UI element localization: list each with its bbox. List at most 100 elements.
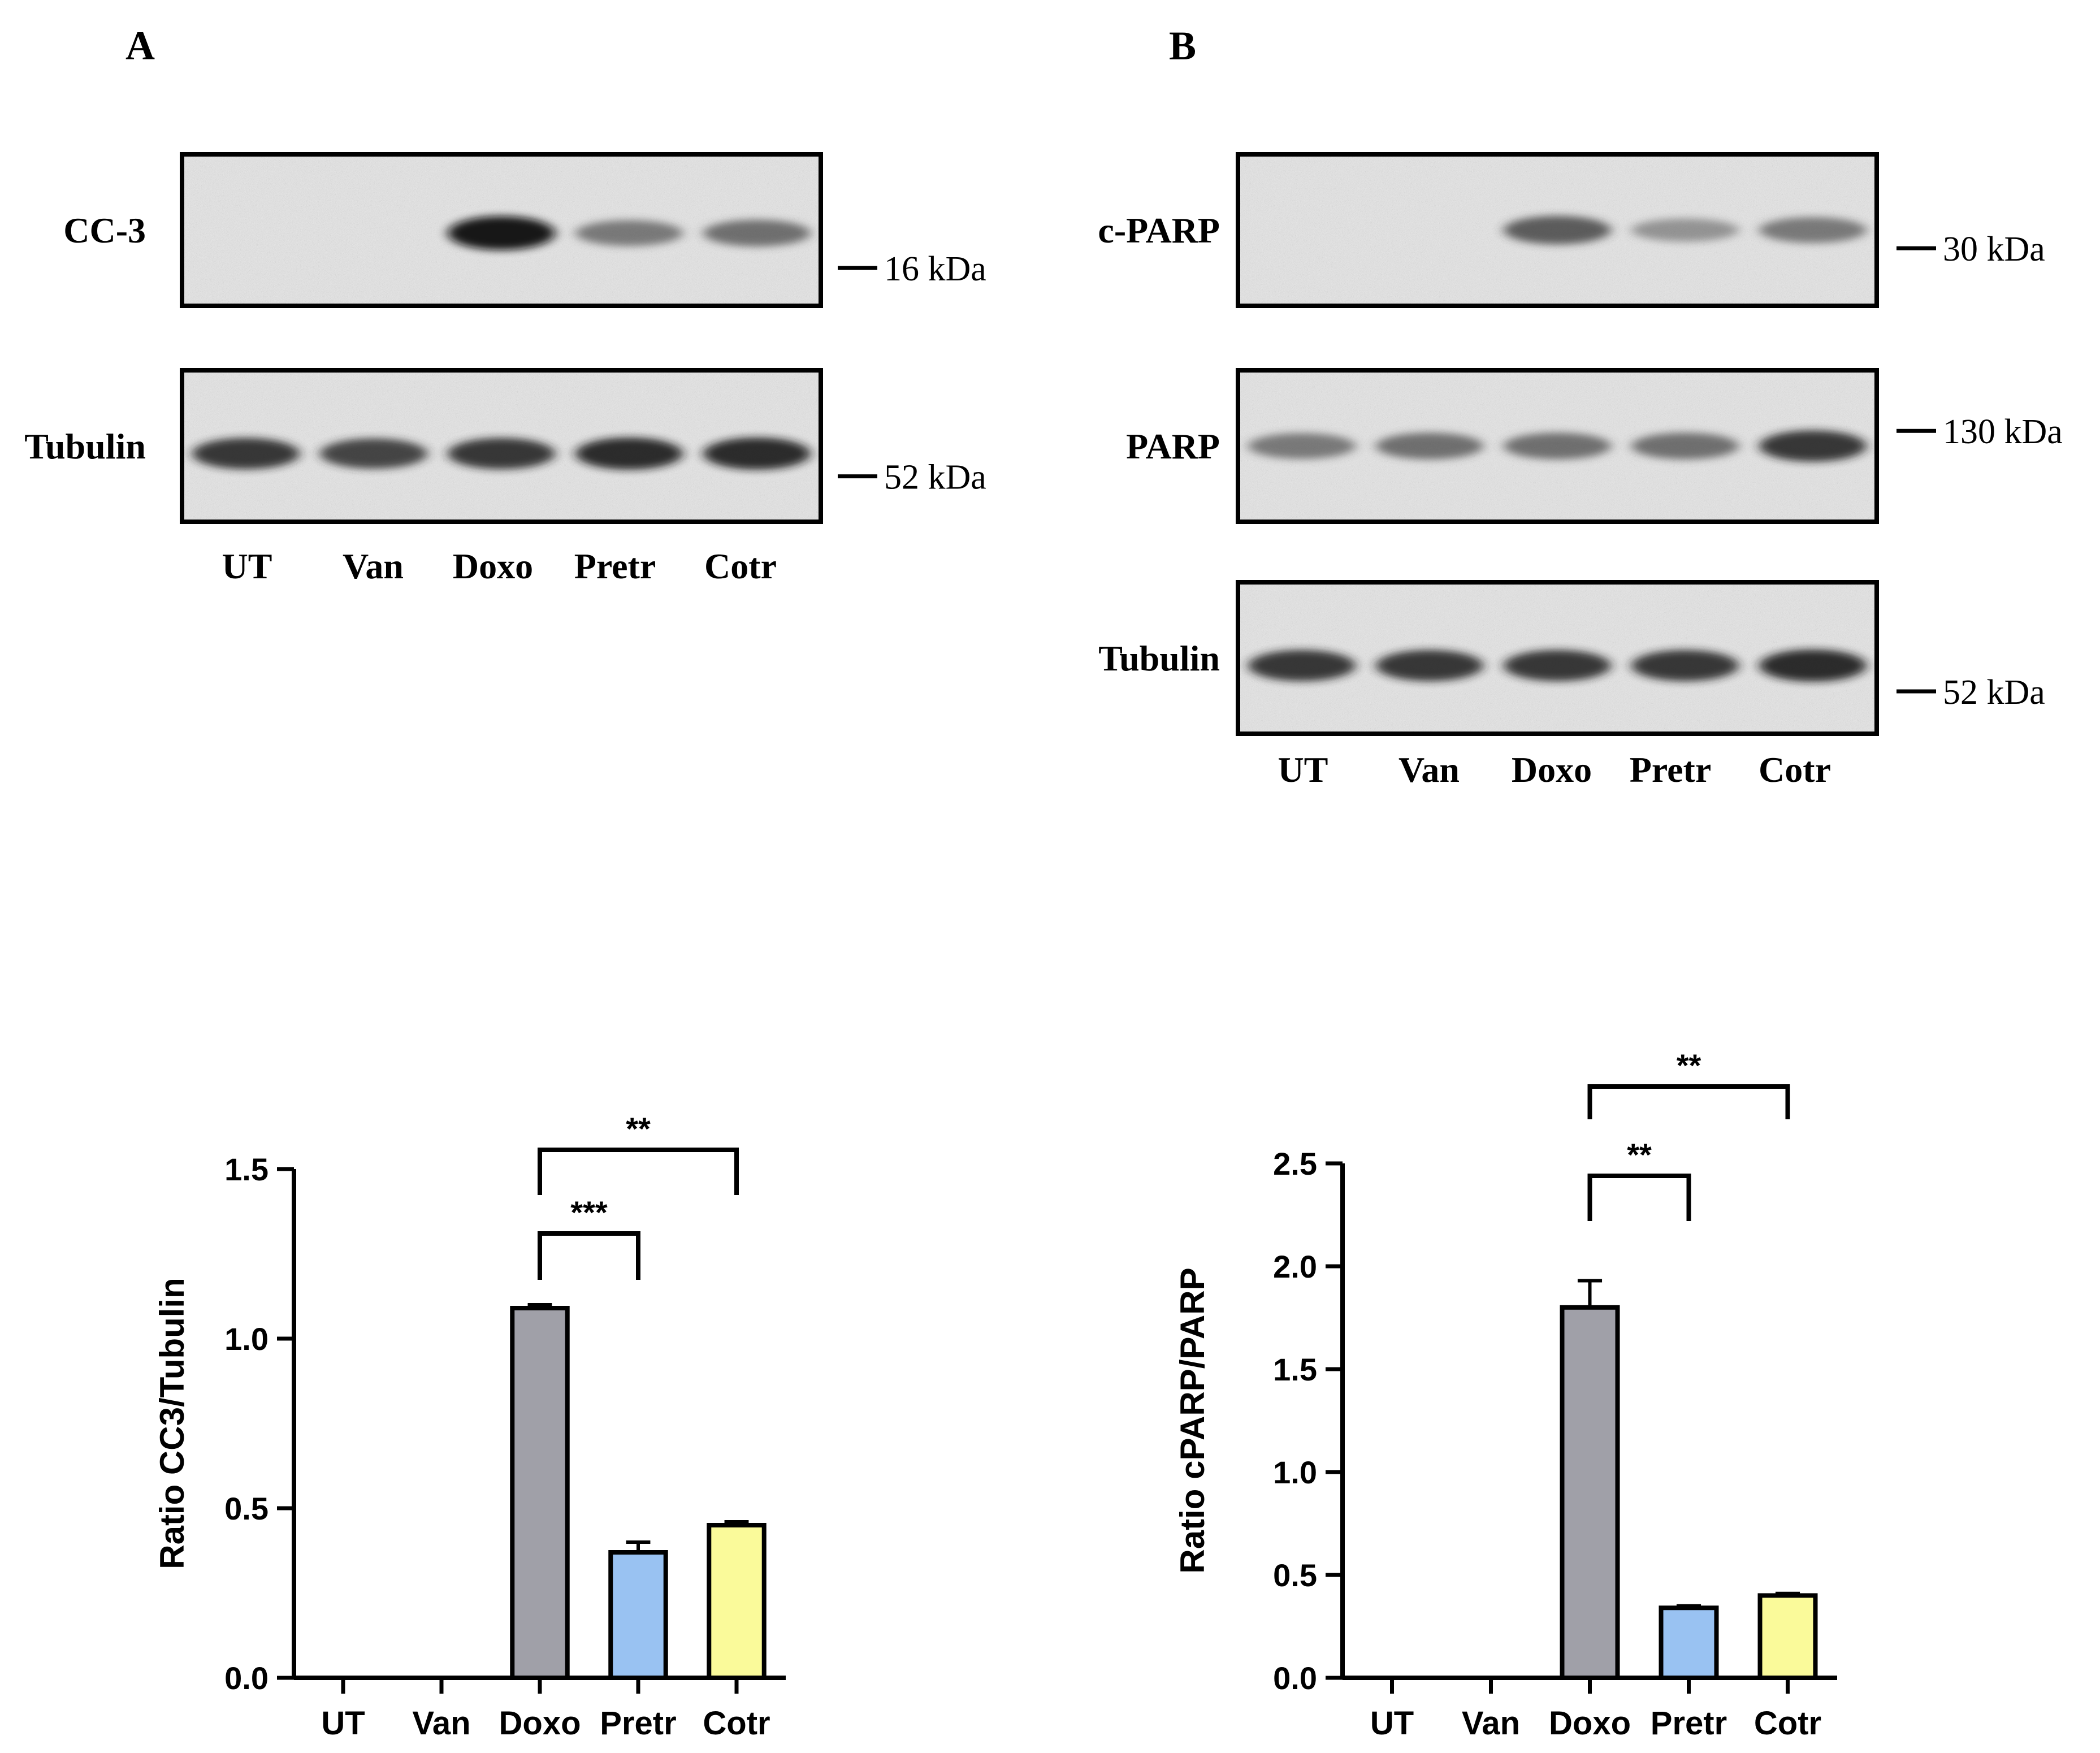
bar-chart-1: 0.0 0.5 1.0 1.5 Ratio CC3/Tubulin UT Van Doxo Pr…: [153, 1111, 786, 1742]
x-tick-label-pretr: Pretr: [600, 1705, 676, 1742]
band-ut: [192, 438, 300, 470]
band-doxo: [448, 438, 555, 470]
band-cotr: [703, 219, 811, 246]
bracket-line: [1587, 1084, 1790, 1119]
blot-panel-B: Bc-PARP 30 kDa PARP 130 kDa Tubulin 52 kDa UT V…: [1098, 23, 2062, 790]
lane-label-pretr: Pretr: [1630, 750, 1711, 790]
y-axis-label: Ratio cPARP/PARP: [1174, 1267, 1211, 1573]
molecular-weight-marker: 52 kDa: [884, 458, 986, 497]
y-tick-label: 1.0: [224, 1321, 269, 1357]
x-tick-label-doxo: Doxo: [499, 1705, 581, 1742]
y-tick-label: 0.5: [224, 1491, 269, 1526]
x-tick-label-van: Van: [412, 1705, 470, 1742]
y-tick-label: 1.5: [1273, 1352, 1317, 1387]
blot-label: c-PARP: [1098, 210, 1220, 250]
bar-pretr: [1659, 1605, 1719, 1680]
lane-label-pretr: Pretr: [574, 546, 656, 586]
lane-label-ut: UT: [1278, 750, 1328, 790]
blot-label: Tubulin: [24, 426, 146, 466]
y-axis-label: Ratio CC3/Tubulin: [153, 1278, 191, 1569]
blot-label: PARP: [1126, 426, 1220, 466]
band-doxo: [1504, 215, 1611, 245]
molecular-weight-marker: 130 kDa: [1943, 413, 2063, 451]
band-doxo: [1504, 650, 1611, 681]
blot-frame: [1236, 152, 1879, 308]
molecular-weight-marker: 30 kDa: [1943, 230, 2045, 269]
lane-label-doxo: Doxo: [453, 546, 533, 586]
significance-label: **: [1677, 1048, 1701, 1083]
band-cotr: [703, 438, 811, 470]
blot-frame: [1236, 580, 1879, 736]
significance-bracket-doxo-pretr: **: [1587, 1137, 1691, 1221]
x-tick-label-doxo: Doxo: [1549, 1705, 1631, 1742]
y-tick-label: 2.5: [1273, 1146, 1317, 1181]
panel-letter-A: A: [125, 23, 155, 68]
molecular-weight-marker: 16 kDa: [884, 250, 986, 288]
charts-layer: 0.0 0.5 1.0 1.5 Ratio CC3/Tubulin UT Van Doxo Pr…: [153, 1048, 1837, 1742]
blots-layer: A CC-3 16 kDa Tubulin 52 kDa UT Van Doxo Pretr Co…: [24, 23, 2063, 790]
y-tick-label: 0.5: [1273, 1557, 1317, 1593]
blot-A-cc-3: CC-3 16 kDa: [63, 152, 986, 308]
panel-letter-B: B: [1169, 23, 1196, 68]
y-tick-label: 0.0: [1273, 1660, 1317, 1696]
band-pretr: [575, 438, 683, 470]
molecular-weight-marker: 52 kDa: [1943, 673, 2045, 712]
x-tick-label-cotr: Cotr: [703, 1705, 770, 1742]
bar-pretr: [608, 1550, 668, 1680]
bar-cotr: [707, 1523, 767, 1680]
blot-panel-A: A CC-3 16 kDa Tubulin 52 kDa UT Van Doxo Pretr Co…: [24, 23, 986, 586]
significance-bracket-doxo-cotr: **: [1587, 1048, 1790, 1119]
bar-doxo: [510, 1306, 570, 1680]
blot-frame: [180, 368, 823, 524]
significance-label: **: [626, 1111, 651, 1146]
significance-label: **: [1627, 1137, 1652, 1172]
band-pretr: [575, 220, 683, 246]
band-cotr: [1759, 217, 1867, 243]
significance-label: ***: [570, 1194, 608, 1230]
band-doxo: [1504, 432, 1611, 460]
bar-doxo: [1560, 1305, 1620, 1681]
y-tick-label: 2.0: [1273, 1249, 1317, 1284]
blot-B-parp: PARP 130 kDa: [1126, 368, 2063, 524]
lane-label-doxo: Doxo: [1512, 750, 1592, 790]
band-ut: [1248, 433, 1356, 459]
x-tick-label-pretr: Pretr: [1651, 1705, 1727, 1742]
bar-cotr: [1757, 1593, 1818, 1680]
blot-frame: [180, 152, 823, 308]
y-tick-label: 1.0: [1273, 1455, 1317, 1490]
y-tick-label: 1.5: [224, 1152, 269, 1187]
x-tick-label-ut: UT: [321, 1705, 365, 1742]
blot-label: CC-3: [63, 210, 146, 250]
lane-label-van: Van: [343, 546, 404, 586]
bracket-line: [1587, 1174, 1691, 1221]
band-van: [1376, 432, 1483, 460]
blot-frame: [1236, 368, 1879, 524]
lane-label-van: Van: [1398, 750, 1460, 790]
bracket-line: [538, 1231, 640, 1280]
lane-label-cotr: Cotr: [1759, 750, 1831, 790]
band-cotr: [1759, 650, 1867, 682]
band-cotr: [1759, 430, 1867, 462]
x-tick-label-cotr: Cotr: [1754, 1705, 1821, 1742]
y-tick-label: 0.0: [224, 1660, 269, 1696]
band-doxo: [448, 216, 555, 250]
band-ut: [1248, 650, 1356, 681]
significance-bracket-doxo-cotr: **: [538, 1111, 739, 1195]
band-pretr: [1631, 432, 1739, 460]
x-tick-label-van: Van: [1462, 1705, 1520, 1742]
lane-label-cotr: Cotr: [704, 546, 777, 586]
lane-label-ut: UT: [222, 546, 272, 586]
blot-B-c-parp: c-PARP 30 kDa: [1098, 152, 2045, 308]
bracket-line: [538, 1148, 739, 1195]
band-van: [1376, 650, 1483, 681]
band-pretr: [1631, 218, 1739, 242]
blot-B-tubulin: Tubulin 52 kDa: [1098, 580, 2045, 736]
bar-chart-2: 0.0 0.5 1.0 1.5 2.0 2.5 Ratio cPARP/PARP UT Van D…: [1174, 1048, 1837, 1742]
band-pretr: [1631, 650, 1739, 681]
blot-label: Tubulin: [1098, 638, 1220, 678]
significance-bracket-doxo-pretr: ***: [538, 1194, 640, 1280]
blot-A-tubulin: Tubulin 52 kDa: [24, 368, 986, 524]
x-tick-label-ut: UT: [1370, 1705, 1414, 1742]
band-van: [320, 438, 427, 469]
